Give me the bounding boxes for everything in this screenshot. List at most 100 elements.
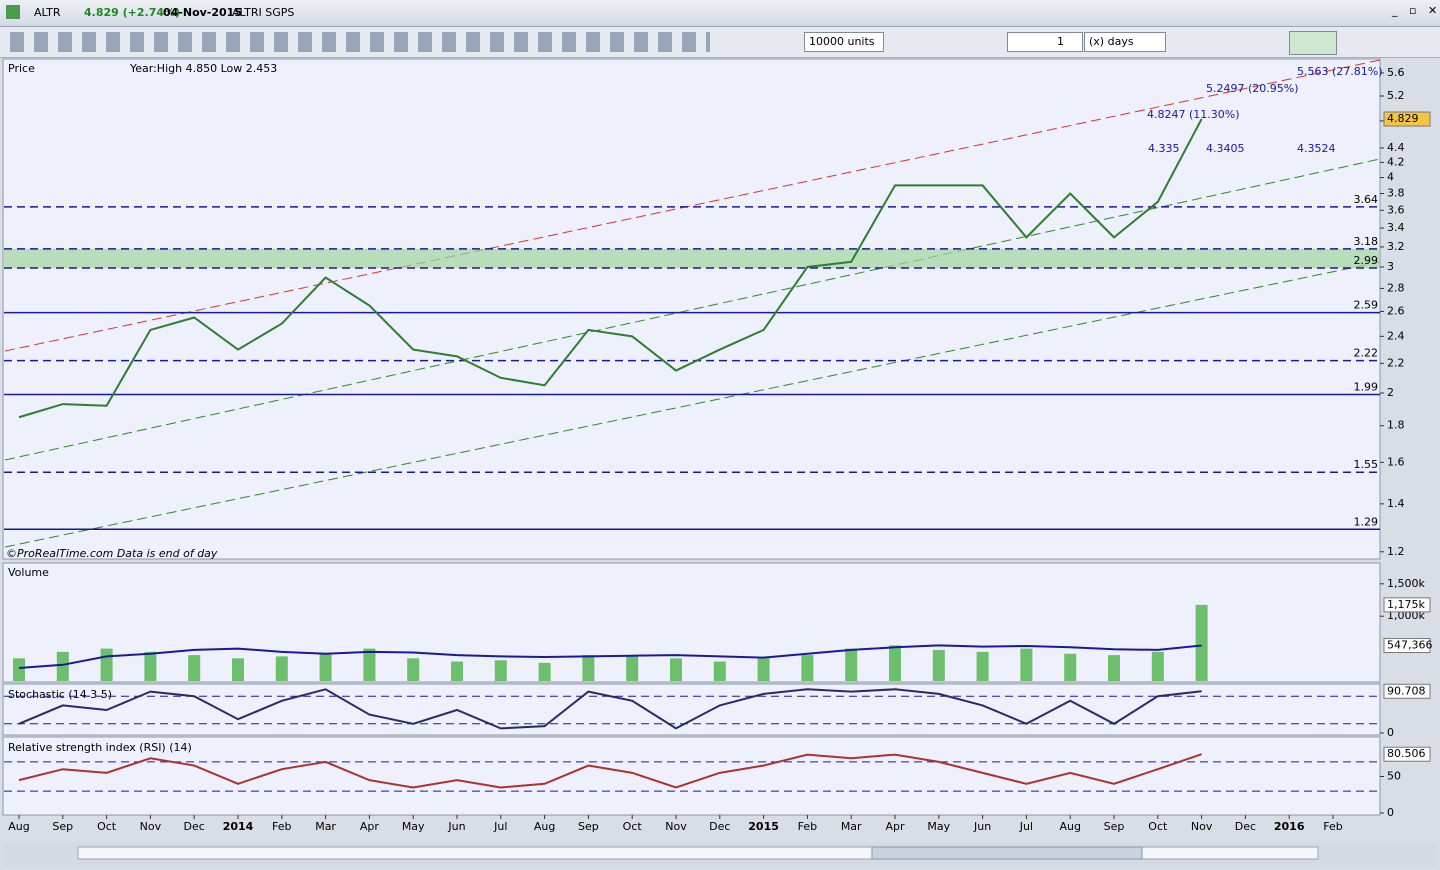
panel-title: Stochastic (14 3 5) [8,688,112,701]
volume-bar [100,648,113,681]
last-value-label: 80.506 [1387,747,1426,760]
x-tick-label: 2016 [1274,820,1305,833]
trend-line [4,158,1381,461]
level-label: 2.22 [1354,347,1379,360]
toolbar: 10000 units 1 (x) days [0,27,1440,58]
x-tick-label: Dec [709,820,730,833]
volume-bar [232,658,244,681]
trend-line [4,261,1381,548]
level-label: 1.99 [1354,381,1379,394]
y-tick-label: 2.2 [1387,356,1405,369]
y-tick-label: 3 [1387,260,1394,273]
x-tick-label: Apr [885,820,905,833]
y-tick-label: 3.2 [1387,240,1405,253]
support-zone [4,248,1380,269]
volume-bar [932,649,945,681]
x-tick-label: 2015 [748,820,779,833]
panel-title: Relative strength index (RSI) (14) [8,741,192,754]
volume-bar [976,651,989,681]
quote: 4.829 (+2.74%) [84,6,181,19]
y-tick-label: 3.4 [1387,221,1405,234]
y-tick-label: 2.4 [1387,329,1405,342]
volume-bar [845,648,858,681]
x-tick-label: Sep [52,820,73,833]
panel-subtitle: Year:High 4.850 Low 2.453 [129,62,277,75]
level-label: 3.18 [1354,235,1379,248]
title-bar: ALTR 4.829 (+2.74%) 04-Nov-2015 ALTRI SG… [0,0,1440,27]
volume-bar [1151,651,1164,681]
volume-bar [144,651,157,681]
source-note: ©ProRealTime.com Data is end of day [6,547,218,560]
window-buttons[interactable]: _ ▫ ✕ [1392,4,1440,17]
last-value-label: 547,366 [1387,639,1433,652]
quantity-select[interactable]: 10000 units [804,32,884,52]
x-tick-label: Oct [97,820,117,833]
y-tick-label: 1,000k [1387,609,1425,622]
volume-bar [1108,655,1120,681]
app-icon [6,5,20,19]
y-tick-label: 4 [1387,171,1394,184]
last-value-badge [1383,111,1431,127]
x-tick-label: Nov [1191,820,1213,833]
target-annotation: 4.335 [1148,142,1180,155]
x-tick-label: Feb [798,820,817,833]
y-tick-label: 50 [1387,770,1401,783]
volume-bar [275,656,288,681]
level-label: 1.29 [1354,515,1379,528]
x-tick-label: Dec [184,820,205,833]
volume-bar [451,661,463,681]
x-tick-label: Jun [973,820,991,833]
stochastic-panel [2,683,1381,736]
volume-bar [1020,648,1033,681]
volume-bar [538,662,551,681]
x-tick-label: May [402,820,425,833]
volume-bar [319,653,332,681]
level-label: 2.99 [1354,254,1379,267]
y-tick-label: 5.6 [1387,66,1405,79]
last-value-badge [1383,683,1431,699]
level-label: 2.59 [1354,299,1379,312]
series-line [18,644,1202,670]
y-tick-label: 2 [1387,386,1394,399]
series-line [18,118,1203,419]
x-tick-label: Sep [1104,820,1125,833]
period-unit[interactable]: (x) days [1084,32,1166,52]
target-annotation: 5.563 (27.81%) [1297,65,1383,78]
x-tick-label: Sep [578,820,599,833]
volume-bar [713,661,726,681]
y-tick-label: 1.2 [1387,545,1405,558]
x-tick-label: May [927,820,950,833]
chart-type-button[interactable] [1289,31,1337,55]
volume-bar [363,648,376,681]
y-tick-label: 0 [1387,806,1394,819]
last-value-label: 1,175k [1387,598,1425,611]
panel-title: Volume [8,566,49,579]
x-tick-label: Feb [1323,820,1342,833]
x-tick-label: Oct [1148,820,1168,833]
instrument-name: ALTRI SGPS [232,6,295,19]
y-tick-label: 1.8 [1387,419,1405,432]
x-tick-label: Oct [623,820,643,833]
target-annotation: 4.3405 [1206,142,1245,155]
last-value-badge [1383,638,1431,654]
series-line [18,688,1202,730]
target-annotation: 4.3524 [1297,142,1336,155]
period-count[interactable]: 1 [1007,32,1083,52]
series-line [18,753,1202,789]
x-tick-label: Jul [493,820,507,833]
x-tick-label: Mar [841,820,862,833]
y-tick-label: 3.6 [1387,203,1405,216]
scroll-thumb[interactable] [871,846,1143,860]
chart-area: Price Year:High 4.850 Low 2.453 ©ProRealTi… [2,58,1437,866]
symbol: ALTR [34,6,61,19]
drawing-tools[interactable] [10,32,710,52]
x-tick-label: Nov [140,820,162,833]
volume-panel [2,562,1381,683]
last-value-badge [1383,597,1431,613]
volume-bar [1064,653,1077,681]
volume-bar [1195,604,1208,681]
target-annotation: 4.8247 (11.30%) [1147,108,1240,121]
x-tick-label: Jun [447,820,465,833]
volume-bar [889,645,901,681]
last-value-label: 90.708 [1387,684,1426,697]
